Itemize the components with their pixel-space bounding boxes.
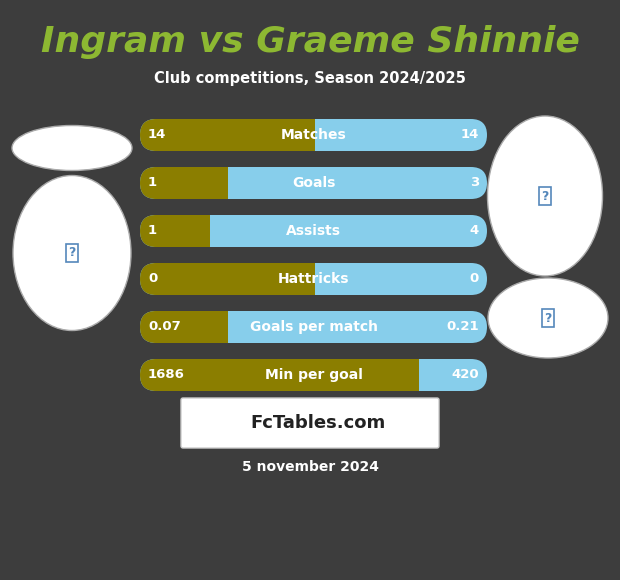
FancyBboxPatch shape [140, 359, 487, 391]
Text: Club competitions, Season 2024/2025: Club competitions, Season 2024/2025 [154, 71, 466, 85]
Text: 4: 4 [470, 224, 479, 237]
Text: Goals: Goals [292, 176, 335, 190]
Bar [298, 263, 314, 295]
FancyBboxPatch shape [140, 311, 227, 343]
Text: 14: 14 [148, 129, 166, 142]
Text: ?: ? [544, 311, 552, 324]
Bar [298, 119, 314, 151]
FancyBboxPatch shape [140, 167, 227, 199]
Text: 0: 0 [470, 273, 479, 285]
Text: 3: 3 [470, 176, 479, 190]
Bar [211, 167, 228, 199]
Ellipse shape [487, 116, 603, 276]
Text: Min per goal: Min per goal [265, 368, 363, 382]
Text: ?: ? [68, 246, 76, 259]
Text: 1: 1 [148, 224, 157, 237]
Text: Assists: Assists [286, 224, 341, 238]
FancyBboxPatch shape [140, 167, 487, 199]
Text: 0.21: 0.21 [446, 321, 479, 333]
Text: Hattricks: Hattricks [278, 272, 349, 286]
Text: Ingram vs Graeme Shinnie: Ingram vs Graeme Shinnie [40, 25, 580, 59]
Text: 420: 420 [451, 368, 479, 382]
Bar [193, 215, 210, 247]
FancyBboxPatch shape [181, 398, 439, 448]
FancyBboxPatch shape [140, 119, 487, 151]
Text: Matches: Matches [281, 128, 347, 142]
Text: 1: 1 [148, 176, 157, 190]
Text: Goals per match: Goals per match [249, 320, 378, 334]
FancyBboxPatch shape [140, 263, 487, 295]
Ellipse shape [13, 176, 131, 331]
FancyBboxPatch shape [140, 359, 418, 391]
Text: 5 november 2024: 5 november 2024 [242, 460, 378, 474]
Text: 0.07: 0.07 [148, 321, 181, 333]
FancyBboxPatch shape [140, 215, 487, 247]
Bar [211, 311, 228, 343]
Ellipse shape [488, 278, 608, 358]
FancyBboxPatch shape [140, 263, 314, 295]
Ellipse shape [12, 125, 132, 171]
FancyBboxPatch shape [140, 119, 314, 151]
Text: 0: 0 [148, 273, 157, 285]
FancyBboxPatch shape [140, 311, 487, 343]
FancyBboxPatch shape [140, 215, 210, 247]
Text: FcTables.com: FcTables.com [250, 414, 386, 432]
Text: 14: 14 [461, 129, 479, 142]
Bar [402, 359, 418, 391]
Text: 1686: 1686 [148, 368, 185, 382]
Text: ?: ? [541, 190, 549, 202]
